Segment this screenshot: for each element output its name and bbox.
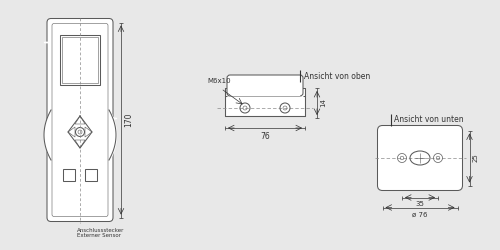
Text: 14: 14 xyxy=(320,98,326,108)
FancyBboxPatch shape xyxy=(47,18,113,222)
Bar xyxy=(230,88,300,96)
Text: 76: 76 xyxy=(260,132,270,141)
FancyBboxPatch shape xyxy=(378,126,462,190)
Text: 35: 35 xyxy=(416,202,424,207)
Text: Ansicht von unten: Ansicht von unten xyxy=(394,116,464,124)
Text: Anschlussstecker
Externer Sensor: Anschlussstecker Externer Sensor xyxy=(77,228,124,238)
Bar xyxy=(60,34,100,84)
Text: 170: 170 xyxy=(124,113,133,127)
Text: Ansicht von oben: Ansicht von oben xyxy=(304,72,370,81)
Bar xyxy=(62,36,98,82)
Text: ø 76: ø 76 xyxy=(412,212,428,218)
Bar xyxy=(63,169,75,181)
FancyBboxPatch shape xyxy=(227,75,303,96)
Bar xyxy=(85,169,97,181)
Text: 25: 25 xyxy=(472,154,478,162)
Bar xyxy=(225,88,305,116)
Text: M6x10: M6x10 xyxy=(207,78,231,84)
